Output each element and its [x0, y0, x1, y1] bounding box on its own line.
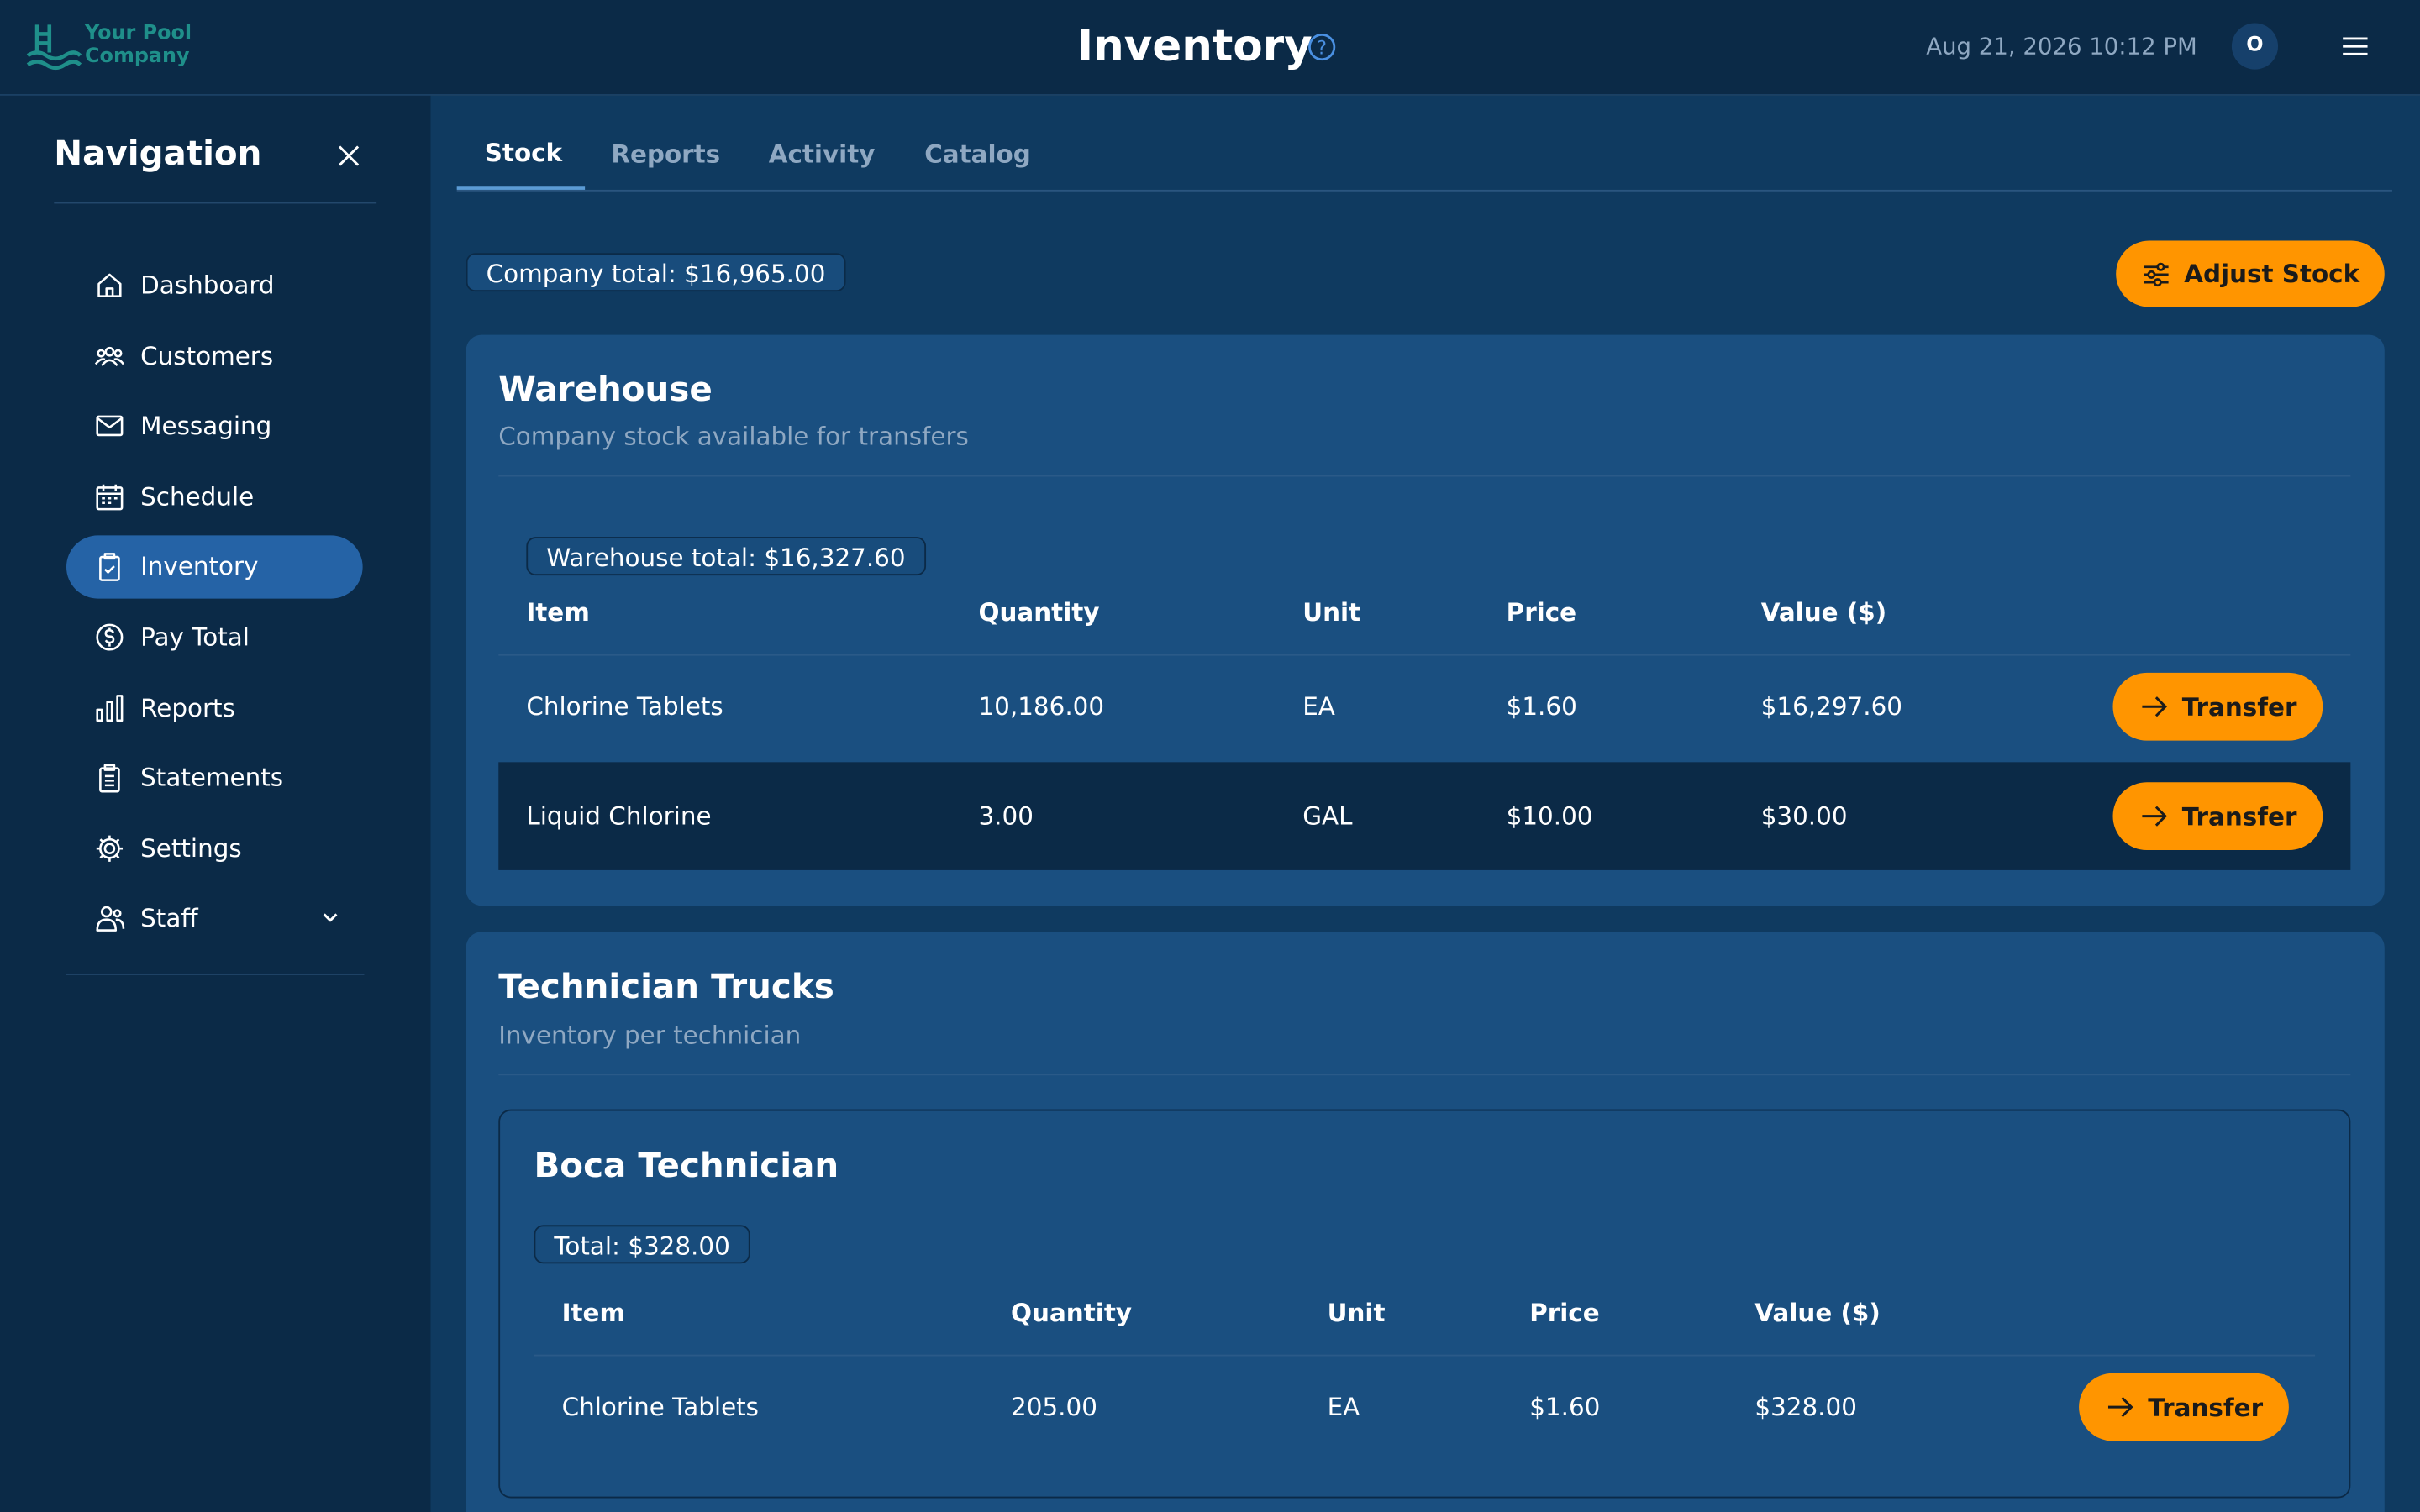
- logo-icon: [26, 24, 82, 71]
- icon: [96, 694, 124, 722]
- transfer-button[interactable]: Transfer: [2112, 782, 2323, 851]
- nav-item[interactable]: Messaging: [140, 411, 272, 441]
- cell: $10.00: [1506, 801, 1593, 831]
- nav-item[interactable]: Inventory: [140, 552, 259, 582]
- tab-underline: [456, 186, 586, 190]
- icon: [99, 764, 120, 793]
- technician-total: Total: $328.00: [534, 1225, 750, 1264]
- warehouse-total: Warehouse total: $16,327.60: [526, 537, 926, 576]
- icon: [2144, 261, 2169, 286]
- cell: 3.00: [978, 801, 1034, 831]
- tab[interactable]: Reports: [611, 139, 721, 169]
- button-label: Transfer: [2181, 801, 2297, 832]
- nav-item[interactable]: Dashboard: [140, 270, 275, 301]
- section-subtitle: Company stock available for transfers: [498, 422, 969, 452]
- column-header: Value ($): [1754, 1298, 1881, 1328]
- nav-item[interactable]: Statements: [140, 763, 284, 793]
- cell: $16,297.60: [1760, 691, 1902, 722]
- tab[interactable]: Activity: [768, 139, 876, 169]
- close-icon[interactable]: [336, 144, 360, 168]
- nav-item[interactable]: Schedule: [140, 481, 255, 512]
- icon: [323, 914, 338, 922]
- section-title: Technician Trucks: [498, 969, 834, 1008]
- nav-item[interactable]: Staff: [140, 903, 198, 933]
- cell: EA: [1327, 1392, 1360, 1422]
- icon: [2141, 696, 2167, 717]
- icon: [96, 623, 124, 651]
- cell: $30.00: [1760, 801, 1848, 831]
- row-highlight: [498, 762, 2351, 870]
- nav-active: [66, 535, 363, 599]
- column-header: Item: [526, 597, 590, 627]
- column-header: Quantity: [978, 597, 1100, 627]
- column-header: Item: [561, 1298, 626, 1328]
- icon: [96, 484, 124, 511]
- cell: 10,186.00: [978, 691, 1105, 722]
- nav-item[interactable]: Settings: [140, 833, 242, 864]
- top-bar: [0, 0, 2420, 96]
- column-header: Price: [1529, 1298, 1600, 1328]
- cell: $328.00: [1754, 1392, 1857, 1422]
- cell: 205.00: [1011, 1392, 1097, 1422]
- section-subtitle: Inventory per technician: [498, 1020, 802, 1050]
- cell: $1.60: [1506, 691, 1577, 722]
- help-icon[interactable]: ?: [1307, 33, 1337, 62]
- column-header: Price: [1506, 597, 1577, 627]
- tab[interactable]: Stock: [484, 138, 563, 168]
- menu-icon[interactable]: [2339, 34, 2370, 58]
- icon: [97, 273, 122, 297]
- divider: [498, 1074, 2351, 1076]
- divider: [54, 202, 377, 204]
- nav-item[interactable]: Reports: [140, 692, 235, 722]
- nav-item[interactable]: Customers: [140, 340, 274, 370]
- icon: [96, 906, 125, 932]
- cell: Chlorine Tablets: [561, 1392, 759, 1422]
- column-header: Unit: [1327, 1298, 1386, 1328]
- nav-item[interactable]: Pay Total: [140, 622, 250, 652]
- button-label: Transfer: [2148, 1392, 2264, 1422]
- cell: $1.60: [1529, 1392, 1601, 1422]
- divider: [66, 973, 365, 975]
- row-divider: [534, 1354, 2316, 1357]
- icon: [99, 553, 120, 582]
- tab-line: [456, 189, 2392, 192]
- transfer-button[interactable]: Transfer: [2079, 1373, 2289, 1441]
- card: [466, 932, 2385, 1512]
- icon: [96, 835, 124, 862]
- cell: Chlorine Tablets: [526, 691, 723, 722]
- cell: EA: [1302, 691, 1335, 722]
- nav-title: Navigation: [54, 135, 262, 175]
- transfer-button[interactable]: Transfer: [2112, 672, 2323, 741]
- icon: [2107, 1397, 2133, 1418]
- button-label: Adjust Stock: [2184, 259, 2360, 289]
- column-header: Quantity: [1011, 1298, 1133, 1328]
- column-header: Unit: [1302, 597, 1361, 627]
- technician-card: [498, 1109, 2351, 1499]
- button-label: Transfer: [2181, 691, 2297, 722]
- icon: [94, 346, 124, 366]
- section-title: Warehouse: [498, 371, 713, 411]
- datetime: Aug 21, 2026 10:12 PM: [1926, 32, 2197, 60]
- cell: Liquid Chlorine: [526, 801, 712, 831]
- row-divider: [498, 654, 2351, 656]
- technician-name: Boca Technician: [534, 1147, 839, 1187]
- icon: [96, 415, 124, 437]
- cell: GAL: [1302, 801, 1353, 831]
- page-title: Inventory: [1077, 20, 1313, 71]
- logo-text: Company: [85, 45, 190, 69]
- tab[interactable]: Catalog: [924, 139, 1031, 169]
- column-header: Value ($): [1760, 597, 1887, 627]
- divider: [498, 475, 2351, 477]
- avatar[interactable]: O: [2231, 23, 2279, 70]
- sidebar: [0, 95, 431, 1512]
- icon: [2141, 806, 2167, 827]
- adjust-stock-button[interactable]: Adjust Stock: [2116, 240, 2385, 307]
- svg-text:?: ?: [1317, 38, 1327, 59]
- logo-text: Your Pool: [85, 22, 192, 45]
- company-total: Company total: $16,965.00: [466, 253, 846, 292]
